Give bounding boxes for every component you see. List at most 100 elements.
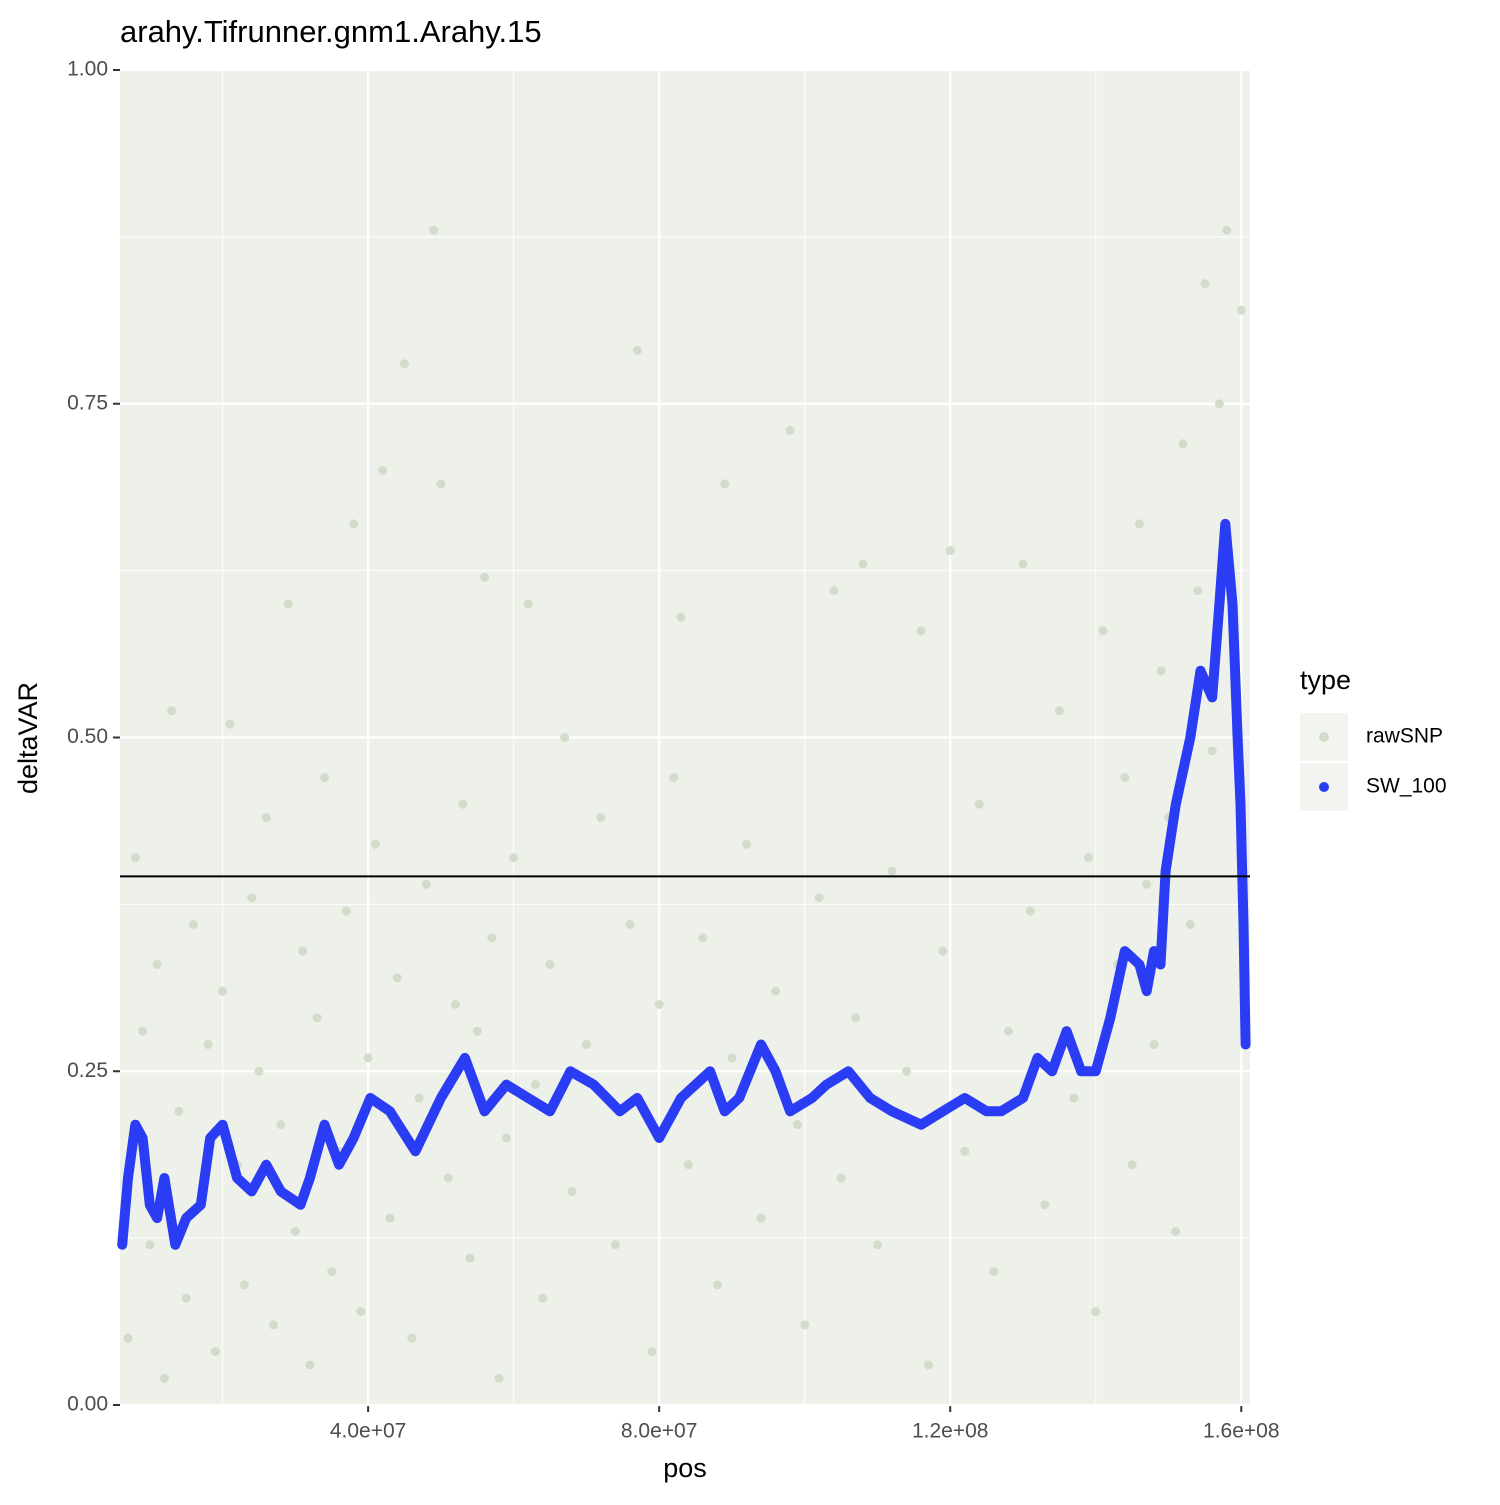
data-point xyxy=(669,773,679,783)
data-point xyxy=(363,1053,373,1063)
data-point xyxy=(181,1293,191,1303)
data-point xyxy=(960,1146,970,1156)
data-point xyxy=(305,1360,315,1370)
data-point xyxy=(414,1093,424,1103)
legend-key xyxy=(1319,732,1329,742)
x-tick-label: 4.0e+07 xyxy=(330,1420,407,1443)
data-point xyxy=(1200,279,1210,289)
data-point xyxy=(712,1280,722,1290)
data-point xyxy=(138,1026,148,1036)
data-point xyxy=(727,1053,737,1063)
data-point xyxy=(829,586,839,596)
data-point xyxy=(349,519,359,529)
data-point xyxy=(145,1240,155,1250)
data-point xyxy=(814,893,824,903)
legend-title: type xyxy=(1300,665,1351,695)
data-point xyxy=(225,719,235,729)
data-point xyxy=(1236,305,1246,315)
data-point xyxy=(436,479,446,489)
data-point xyxy=(923,1360,933,1370)
data-point xyxy=(1207,746,1217,756)
data-point xyxy=(916,626,926,636)
data-point xyxy=(254,1066,264,1076)
data-point xyxy=(421,879,431,889)
data-point xyxy=(1193,586,1203,596)
data-point xyxy=(1040,1200,1050,1210)
data-point xyxy=(356,1307,366,1317)
y-axis-label: deltaVAR xyxy=(13,682,43,794)
data-point xyxy=(523,599,533,609)
data-point xyxy=(298,946,308,956)
data-point xyxy=(378,466,388,475)
data-point xyxy=(487,933,497,943)
data-point xyxy=(283,599,293,609)
data-point xyxy=(771,986,781,996)
data-point xyxy=(938,946,948,956)
data-point xyxy=(494,1373,504,1383)
data-point xyxy=(858,559,868,569)
data-point xyxy=(538,1293,548,1303)
x-axis-label: pos xyxy=(663,1453,707,1483)
data-point xyxy=(443,1173,453,1183)
data-point xyxy=(545,959,555,969)
data-point xyxy=(1003,1026,1013,1036)
data-point xyxy=(1156,666,1166,676)
chart-title: arahy.Tifrunner.gnm1.Arahy.15 xyxy=(120,14,542,49)
data-point xyxy=(319,773,329,783)
data-point xyxy=(130,853,140,863)
data-point xyxy=(188,919,198,929)
data-point xyxy=(1018,559,1028,569)
data-point xyxy=(800,1320,810,1330)
data-point xyxy=(501,1133,511,1143)
data-point xyxy=(785,425,795,435)
data-point xyxy=(203,1040,213,1050)
data-point xyxy=(1069,1093,1079,1103)
data-point xyxy=(1185,919,1195,929)
data-point xyxy=(509,853,519,863)
data-point xyxy=(1134,519,1144,529)
data-point xyxy=(385,1213,395,1223)
data-point xyxy=(218,986,228,996)
y-tick-label: 0.00 xyxy=(67,1393,108,1416)
data-point xyxy=(720,479,730,489)
data-point xyxy=(429,225,439,235)
data-point xyxy=(1142,879,1152,889)
data-point xyxy=(1171,1226,1181,1236)
data-point xyxy=(312,1013,322,1023)
x-tick-label: 8.0e+07 xyxy=(621,1420,698,1443)
data-point xyxy=(836,1173,846,1183)
data-point xyxy=(741,839,751,849)
series-line xyxy=(117,518,1251,1250)
y-tick-label: 1.00 xyxy=(67,58,108,81)
data-point xyxy=(945,546,955,556)
data-point xyxy=(560,733,570,742)
data-point xyxy=(1222,225,1232,235)
data-point xyxy=(269,1320,279,1330)
y-tick-label: 0.50 xyxy=(67,725,108,748)
data-point xyxy=(567,1186,577,1196)
data-point xyxy=(887,866,897,876)
data-point xyxy=(247,893,257,903)
data-point xyxy=(1127,1160,1137,1170)
data-point xyxy=(625,919,635,929)
data-point xyxy=(1091,1307,1101,1317)
data-point xyxy=(341,906,351,916)
data-point xyxy=(974,799,984,809)
data-point xyxy=(872,1240,882,1250)
data-point xyxy=(210,1347,220,1357)
data-point xyxy=(465,1253,475,1263)
data-point xyxy=(472,1026,482,1036)
data-point xyxy=(400,359,410,369)
data-point xyxy=(407,1333,417,1343)
data-point xyxy=(392,973,402,983)
data-point xyxy=(1214,399,1224,409)
data-point xyxy=(174,1106,184,1116)
data-point xyxy=(370,839,380,849)
data-point xyxy=(239,1280,249,1290)
x-tick-label: 1.6e+08 xyxy=(1203,1420,1280,1443)
data-point xyxy=(851,1013,861,1023)
legend-label: rawSNP xyxy=(1366,725,1443,748)
data-point xyxy=(756,1213,766,1223)
legend-key xyxy=(1319,782,1329,792)
